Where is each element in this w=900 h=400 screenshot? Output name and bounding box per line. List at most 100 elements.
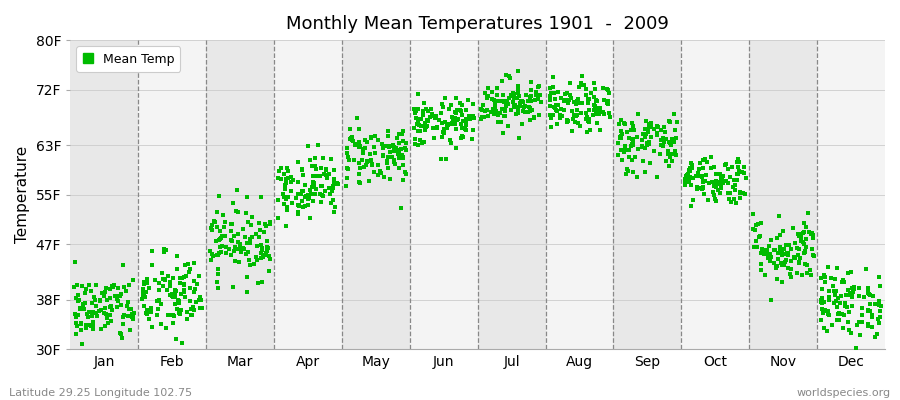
Point (112, 293, 127, 300)
Point (622, 154, 636, 160)
Point (316, 193, 330, 200)
Point (588, 86, 602, 92)
Point (165, 293, 179, 300)
Point (787, 254, 801, 260)
Point (324, 200, 338, 206)
Point (364, 135, 379, 141)
Point (71, 312, 86, 318)
Point (696, 184, 710, 190)
Point (546, 73, 561, 80)
Point (783, 271, 797, 277)
Point (319, 188, 333, 194)
Point (237, 246, 251, 252)
Point (256, 253, 270, 260)
Point (571, 120, 585, 126)
Point (158, 277, 172, 283)
Point (869, 331, 884, 337)
Point (728, 199, 742, 206)
Point (352, 126, 366, 132)
Point (553, 112, 567, 118)
Point (279, 196, 293, 202)
Point (234, 245, 248, 251)
Point (832, 311, 846, 318)
Point (548, 105, 562, 112)
Point (800, 270, 814, 277)
Point (382, 149, 397, 155)
Point (174, 306, 188, 313)
Point (528, 89, 543, 96)
Point (465, 100, 480, 107)
Point (792, 254, 806, 261)
Point (383, 149, 398, 155)
Point (439, 156, 454, 163)
Point (184, 312, 198, 318)
Point (669, 135, 683, 141)
Point (693, 160, 707, 166)
Point (238, 234, 253, 240)
Point (376, 145, 391, 152)
Point (449, 94, 464, 101)
Point (104, 318, 118, 324)
Point (292, 202, 306, 208)
Point (314, 164, 328, 171)
Point (152, 287, 166, 293)
Point (340, 166, 355, 172)
Point (98, 305, 112, 311)
Point (474, 105, 489, 112)
Point (862, 301, 877, 307)
Point (697, 191, 711, 197)
Point (582, 107, 597, 114)
Point (581, 118, 596, 124)
Point (124, 306, 139, 312)
Point (709, 179, 724, 186)
Point (212, 236, 227, 242)
Point (491, 111, 505, 118)
Point (735, 190, 750, 196)
Point (723, 174, 737, 180)
Point (185, 304, 200, 310)
Point (154, 301, 168, 307)
Point (518, 92, 533, 98)
Point (85, 309, 99, 315)
Point (625, 136, 639, 142)
Point (414, 122, 428, 129)
Point (754, 246, 769, 252)
Point (410, 121, 424, 128)
Point (448, 126, 463, 133)
Point (110, 295, 124, 302)
Point (736, 170, 751, 176)
Point (145, 248, 159, 254)
Point (137, 290, 151, 296)
Point (643, 159, 657, 166)
Point (399, 171, 413, 177)
Point (212, 250, 227, 256)
Point (135, 296, 149, 302)
Point (312, 173, 327, 180)
Point (817, 272, 832, 278)
Point (178, 262, 193, 268)
Point (644, 120, 658, 126)
Point (399, 147, 413, 154)
Point (389, 145, 403, 151)
Point (562, 97, 576, 103)
Point (626, 140, 640, 147)
Point (860, 287, 875, 293)
Point (204, 227, 219, 234)
Point (203, 248, 218, 254)
Point (862, 291, 877, 297)
Point (860, 289, 875, 296)
Point (503, 91, 517, 98)
Point (763, 254, 778, 260)
Point (465, 112, 480, 119)
Point (126, 312, 140, 319)
Point (381, 143, 395, 149)
Point (868, 301, 882, 308)
Point (418, 124, 433, 130)
Point (762, 243, 777, 250)
Point (145, 324, 159, 330)
Point (411, 116, 426, 122)
Point (866, 292, 880, 299)
Point (417, 100, 431, 107)
Point (775, 279, 789, 286)
Point (302, 194, 316, 201)
